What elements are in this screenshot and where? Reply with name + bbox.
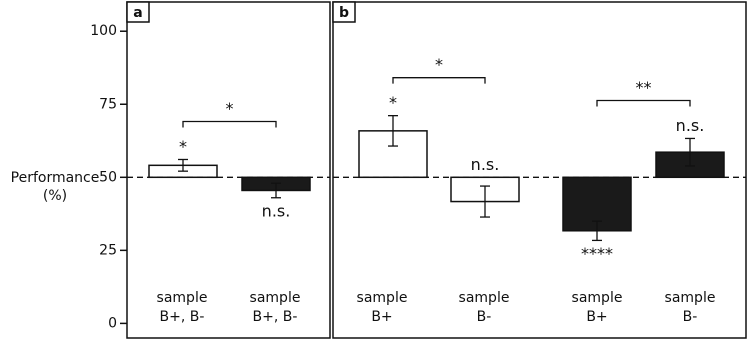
comparison-label: * xyxy=(226,99,234,118)
y-axis-label: (%) xyxy=(43,188,67,204)
x-tick-label: B+ xyxy=(371,309,392,325)
significance-label: n.s. xyxy=(676,116,705,135)
significance-label: * xyxy=(389,93,397,112)
x-tick-label: B- xyxy=(477,309,492,325)
panel-frame xyxy=(126,1,331,339)
significance-label: **** xyxy=(581,244,613,263)
y-tick-label: 75 xyxy=(99,96,117,112)
significance-label: n.s. xyxy=(262,201,291,220)
x-tick-label: B+, B- xyxy=(253,309,298,325)
x-tick-label: sample xyxy=(250,290,301,306)
comparison-bracket xyxy=(392,77,486,84)
x-tick-label: sample xyxy=(157,290,208,306)
x-tick-label: B+, B- xyxy=(160,309,205,325)
significance-label: n.s. xyxy=(471,155,500,174)
comparison-label: * xyxy=(435,55,443,74)
x-tick-label: sample xyxy=(665,290,716,306)
panel-frame xyxy=(332,1,747,339)
panel-label-box xyxy=(332,1,356,23)
significance-label: * xyxy=(179,137,187,156)
y-axis-label: Performance xyxy=(11,170,100,186)
comparison-label: ** xyxy=(636,78,652,97)
x-tick-label: sample xyxy=(459,290,510,306)
panel-label: b xyxy=(339,5,349,21)
y-tick-label: 25 xyxy=(99,242,117,258)
x-tick-label: sample xyxy=(357,290,408,306)
x-tick-label: B- xyxy=(683,309,698,325)
y-tick-label: 0 xyxy=(108,315,117,331)
y-tick-label: 100 xyxy=(90,23,117,39)
panel-label-box xyxy=(126,1,150,23)
x-tick-label: B+ xyxy=(586,309,607,325)
comparison-bracket xyxy=(596,99,691,107)
x-tick-label: sample xyxy=(572,290,623,306)
y-tick-label: 50 xyxy=(99,169,117,185)
panel-label: a xyxy=(133,5,142,21)
comparison-bracket xyxy=(182,120,277,128)
